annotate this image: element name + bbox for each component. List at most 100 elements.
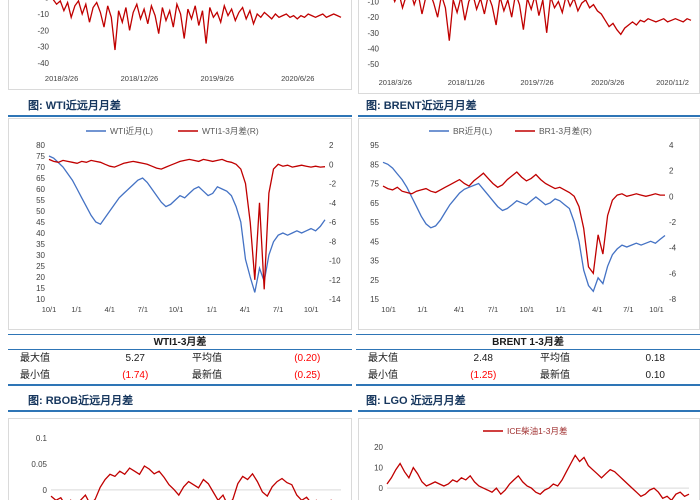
stat-label: 平均值 xyxy=(191,353,222,364)
brent-stats-table: BRENT 1-3月差 最大值 2.48 平均值 0.18 最小值 (1.25)… xyxy=(356,334,700,386)
svg-text:7/1: 7/1 xyxy=(488,305,498,314)
figure-caption-wti: 图: WTI近远月月差 xyxy=(8,97,352,117)
top-left-spread-chart: 0 -10 -20 -30 -40 2018/3/26 2018/12/26 2019/9/2… xyxy=(37,0,342,83)
svg-text:55: 55 xyxy=(370,218,379,227)
svg-text:-10: -10 xyxy=(367,0,379,7)
svg-text:85: 85 xyxy=(370,160,379,169)
svg-text:20: 20 xyxy=(374,443,383,452)
rbob-spread-chart: 0.1 0.05 0 xyxy=(31,434,341,500)
svg-text:7/1: 7/1 xyxy=(273,305,283,314)
figure-caption-lgo-text: 图: LGO 近远月月差 xyxy=(366,395,466,407)
svg-text:-30: -30 xyxy=(37,43,49,52)
svg-text:15: 15 xyxy=(370,295,379,304)
svg-text:1/1: 1/1 xyxy=(555,305,565,314)
svg-text:10/1: 10/1 xyxy=(169,305,184,314)
stat-value: 5.27 xyxy=(125,353,145,364)
svg-text:2020/3/26: 2020/3/26 xyxy=(591,78,624,87)
svg-text:-6: -6 xyxy=(329,218,337,227)
lgo-spread-chart-box: 20 10 0 ICE柴油1-3月差 xyxy=(358,418,700,500)
svg-text:95: 95 xyxy=(370,141,379,150)
svg-text:BR近月(L): BR近月(L) xyxy=(453,126,492,136)
svg-text:2018/12/26: 2018/12/26 xyxy=(121,74,159,83)
svg-text:ICE柴油1-3月差: ICE柴油1-3月差 xyxy=(507,426,567,436)
svg-text:1/1: 1/1 xyxy=(71,305,81,314)
svg-text:-4: -4 xyxy=(669,244,677,253)
lgo-spread-chart: 20 10 0 ICE柴油1-3月差 xyxy=(374,426,690,500)
wti-stats-table: WTI1-3月差 最大值 5.27 平均值 (0.20) 最小值 (1.74) … xyxy=(8,334,352,386)
svg-text:WTI近月(L): WTI近月(L) xyxy=(110,126,153,136)
svg-text:30: 30 xyxy=(36,251,45,260)
svg-text:10/1: 10/1 xyxy=(304,305,319,314)
svg-text:-8: -8 xyxy=(329,237,337,246)
svg-text:60: 60 xyxy=(36,185,45,194)
stat-value: 0.10 xyxy=(645,370,665,381)
rbob-spread-chart-box: 0.1 0.05 0 xyxy=(8,418,352,500)
figure-caption-rbob-text: 图: RBOB近远月月差 xyxy=(28,395,134,407)
stat-label: 平均值 xyxy=(539,353,570,364)
svg-text:2: 2 xyxy=(669,167,674,176)
svg-text:0.1: 0.1 xyxy=(36,434,48,443)
wti-stats-table-title: WTI1-3月差 xyxy=(8,335,352,350)
svg-text:2018/11/26: 2018/11/26 xyxy=(448,78,485,87)
wti-stats-table-body: 最大值 5.27 平均值 (0.20) 最小值 (1.74) 最新值 (0.25… xyxy=(8,350,352,384)
svg-text:25: 25 xyxy=(370,276,379,285)
svg-text:WTI1-3月差(R): WTI1-3月差(R) xyxy=(202,126,259,136)
svg-text:20: 20 xyxy=(36,273,45,282)
stat-label: 最小值 xyxy=(20,370,50,381)
svg-text:55: 55 xyxy=(36,196,45,205)
svg-text:75: 75 xyxy=(370,180,379,189)
svg-text:0: 0 xyxy=(43,486,48,495)
svg-text:10: 10 xyxy=(374,464,383,473)
svg-text:4/1: 4/1 xyxy=(104,305,114,314)
wti-spread-chart-box: 80 75 70 65 60 55 50 45 40 35 30 25 20 15 10 2 0 -2 -4 -6 -8… xyxy=(8,118,352,330)
svg-text:-2: -2 xyxy=(329,180,337,189)
svg-text:10/1: 10/1 xyxy=(42,305,57,314)
stat-value: (0.20) xyxy=(294,353,321,364)
svg-text:45: 45 xyxy=(370,237,379,246)
svg-text:-14: -14 xyxy=(329,295,341,304)
svg-text:10/1: 10/1 xyxy=(381,305,396,314)
svg-text:0.05: 0.05 xyxy=(31,460,47,469)
svg-text:4: 4 xyxy=(669,141,674,150)
svg-text:-40: -40 xyxy=(37,59,49,68)
svg-text:-30: -30 xyxy=(367,29,379,38)
svg-text:-10: -10 xyxy=(329,257,341,266)
svg-text:75: 75 xyxy=(36,152,45,161)
svg-text:-50: -50 xyxy=(367,60,379,69)
svg-text:10: 10 xyxy=(36,295,45,304)
figure-caption-lgo: 图: LGO 近远月月差 xyxy=(358,392,700,412)
svg-text:2019/7/26: 2019/7/26 xyxy=(520,78,553,87)
svg-text:1/1: 1/1 xyxy=(207,305,217,314)
svg-text:10/1: 10/1 xyxy=(519,305,534,314)
svg-text:BR1-3月差(R): BR1-3月差(R) xyxy=(539,126,592,136)
figure-caption-brent: 图: BRENT近远月月差 xyxy=(358,97,700,117)
top-right-spread-chart-box: -10 -20 -30 -40 -50 2018/3/26 2018/11/26 2019/7… xyxy=(358,0,700,94)
brent-stats-table-body: 最大值 2.48 平均值 0.18 最小值 (1.25) 最新值 0.10 xyxy=(356,350,700,384)
svg-text:1/1: 1/1 xyxy=(417,305,427,314)
svg-text:35: 35 xyxy=(36,240,45,249)
svg-text:0: 0 xyxy=(45,0,50,3)
stat-value: (0.25) xyxy=(294,370,321,381)
brent-spread-chart-box: 95 85 75 65 55 45 35 25 15 4 2 0 -2 -4 -6 -8 10/1 1/1 4/1 7… xyxy=(358,118,700,330)
svg-text:15: 15 xyxy=(36,284,45,293)
figure-caption-brent-text: 图: BRENT近远月月差 xyxy=(366,100,477,112)
svg-text:70: 70 xyxy=(36,163,45,172)
svg-text:45: 45 xyxy=(36,218,45,227)
svg-text:-20: -20 xyxy=(37,26,49,35)
stat-value: 0.18 xyxy=(645,353,665,364)
svg-text:-6: -6 xyxy=(669,269,677,278)
stat-value: (1.25) xyxy=(470,370,497,381)
svg-text:2019/9/26: 2019/9/26 xyxy=(201,74,234,83)
svg-text:2018/3/26: 2018/3/26 xyxy=(379,78,412,87)
svg-text:-20: -20 xyxy=(367,13,379,22)
svg-text:-4: -4 xyxy=(329,199,337,208)
stat-value: 2.48 xyxy=(473,353,493,364)
svg-text:-10: -10 xyxy=(37,10,49,19)
svg-text:25: 25 xyxy=(36,262,45,271)
svg-text:7/1: 7/1 xyxy=(623,305,633,314)
figure-caption-wti-text: 图: WTI近远月月差 xyxy=(28,100,121,112)
stat-label: 最新值 xyxy=(539,370,570,381)
svg-text:4/1: 4/1 xyxy=(592,305,602,314)
